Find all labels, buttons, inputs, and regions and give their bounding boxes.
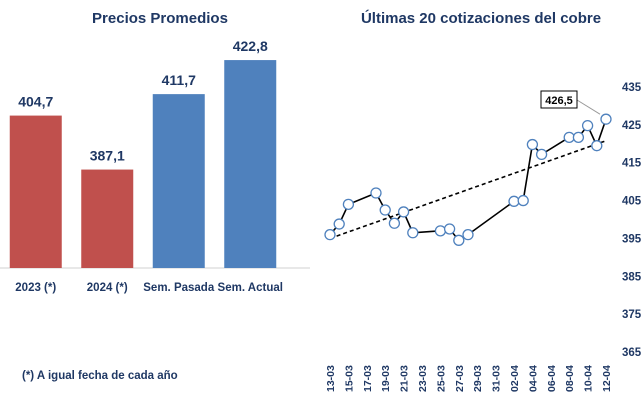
data-point xyxy=(407,227,419,239)
data-point xyxy=(324,228,336,241)
bar xyxy=(81,169,134,268)
y-tick-label: 375 xyxy=(622,309,642,321)
callout-leader xyxy=(576,99,601,115)
data-point xyxy=(581,119,594,132)
y-tick-label: 365 xyxy=(622,347,642,359)
y-tick-label: 405 xyxy=(622,196,642,208)
data-point xyxy=(453,234,465,246)
x-tick-label: 25-03 xyxy=(435,365,447,392)
x-tick-label: 13-03 xyxy=(325,365,337,392)
bar-category-label: 2023 (*) xyxy=(15,282,56,294)
callout-box xyxy=(540,90,578,109)
data-point xyxy=(563,131,575,144)
bar-category-label: 2024 (*) xyxy=(87,282,128,294)
data-point xyxy=(462,228,474,241)
bar xyxy=(152,94,205,269)
x-tick-label: 04-04 xyxy=(527,365,539,392)
bar-value-label: 404,7 xyxy=(18,94,53,110)
data-point xyxy=(342,198,355,211)
bar-value-label: 411,7 xyxy=(162,72,196,88)
x-tick-label: 12-04 xyxy=(601,365,613,392)
data-point xyxy=(434,225,447,237)
bar-value-label: 422,8 xyxy=(233,38,268,54)
x-tick-label: 08-04 xyxy=(564,365,576,392)
footnote: (*) A igual fecha de cada año xyxy=(22,370,178,382)
data-point xyxy=(517,194,529,207)
bar xyxy=(224,60,277,268)
x-tick-label: 17-03 xyxy=(362,365,374,392)
y-tick-label: 385 xyxy=(622,271,642,283)
x-tick-label: 29-03 xyxy=(472,365,484,392)
y-tick-label: 415 xyxy=(622,158,642,170)
bar-value-label: 387,1 xyxy=(90,148,125,164)
x-tick-label: 27-03 xyxy=(454,365,466,392)
bar-category-label: Sem. Actual xyxy=(218,282,283,294)
x-tick-label: 23-03 xyxy=(417,365,429,392)
data-point xyxy=(370,187,382,199)
data-point xyxy=(388,217,401,229)
x-tick-label: 10-04 xyxy=(583,365,595,392)
bar xyxy=(9,115,62,268)
average-prices-bar-chart: 404,7 2023 (*) 387,1 2024 (*) 411,7 Sem. Pasa… xyxy=(0,38,310,294)
y-tick-label: 395 xyxy=(622,233,642,245)
left-chart-title: Precios Promedios xyxy=(92,10,228,27)
data-point xyxy=(526,138,539,151)
data-point xyxy=(600,113,612,125)
data-point xyxy=(333,218,345,230)
data-point xyxy=(572,131,585,144)
data-point xyxy=(443,223,456,235)
data-point xyxy=(379,204,391,216)
copper-quotes-line-chart: 365 375 385 395 405 415 425 435 13-03 15-03 17-03 1… xyxy=(324,82,642,392)
data-point xyxy=(397,206,410,218)
data-point xyxy=(508,195,520,207)
x-tick-label: 06-04 xyxy=(546,365,558,392)
x-tick-label: 21-03 xyxy=(399,365,411,392)
data-point xyxy=(535,148,548,161)
y-tick-label: 425 xyxy=(622,120,642,132)
trend-line xyxy=(329,140,607,240)
x-tick-label: 15-03 xyxy=(343,365,355,392)
bar-category-label: Sem. Pasada xyxy=(143,282,215,294)
x-tick-label: 02-04 xyxy=(509,365,521,392)
x-tick-label: 31-03 xyxy=(491,365,503,392)
callout-label: 426,5 xyxy=(545,95,573,107)
right-chart-title: Últimas 20 cotizaciones del cobre xyxy=(360,10,602,27)
y-tick-label: 435 xyxy=(622,82,642,94)
data-point xyxy=(591,140,603,152)
x-tick-label: 19-03 xyxy=(380,365,392,392)
